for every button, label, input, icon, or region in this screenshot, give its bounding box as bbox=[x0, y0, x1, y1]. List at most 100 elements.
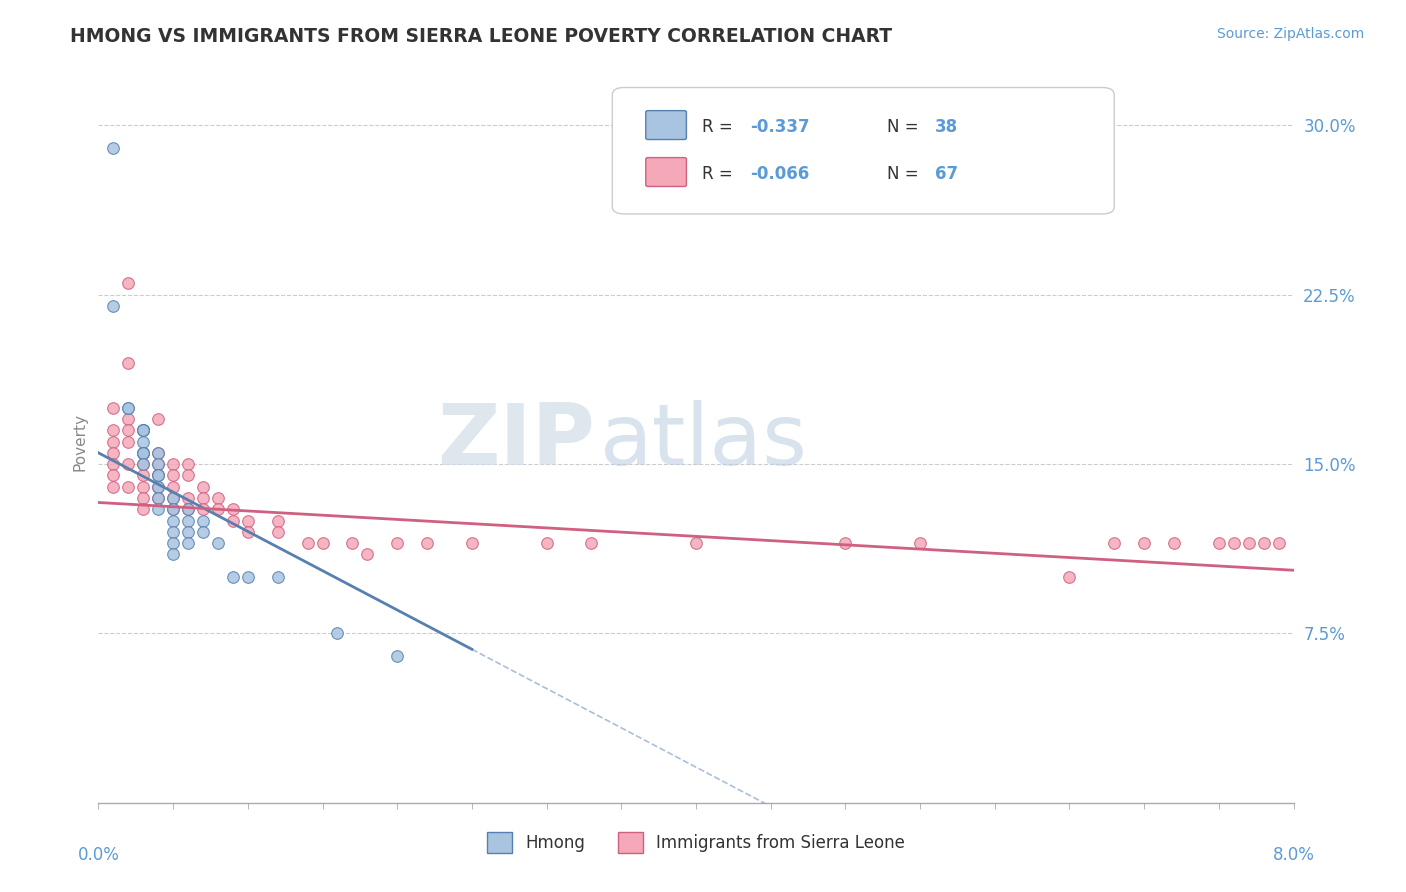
Point bbox=[132, 423, 155, 437]
Point bbox=[148, 480, 170, 494]
Point bbox=[117, 423, 139, 437]
Point bbox=[162, 514, 184, 528]
Point bbox=[385, 648, 409, 663]
Point bbox=[236, 524, 259, 539]
Text: 38: 38 bbox=[935, 119, 957, 136]
Point bbox=[1163, 536, 1185, 550]
Point bbox=[222, 514, 245, 528]
Point bbox=[222, 502, 245, 516]
Point bbox=[162, 491, 184, 505]
Text: ZIP: ZIP bbox=[437, 400, 595, 483]
Point bbox=[177, 536, 200, 550]
Point bbox=[191, 502, 214, 516]
Point bbox=[117, 480, 139, 494]
Point bbox=[236, 514, 259, 528]
Point bbox=[191, 524, 214, 539]
Point bbox=[132, 423, 155, 437]
Point bbox=[103, 299, 125, 313]
Point bbox=[416, 536, 439, 550]
Point bbox=[148, 468, 170, 483]
Point bbox=[177, 514, 200, 528]
Point bbox=[117, 401, 139, 415]
Point bbox=[1059, 570, 1081, 584]
Point bbox=[536, 536, 558, 550]
Point bbox=[132, 468, 155, 483]
Point bbox=[461, 536, 484, 550]
Point bbox=[132, 446, 155, 460]
Point bbox=[117, 277, 139, 291]
Point bbox=[162, 480, 184, 494]
Point bbox=[148, 468, 170, 483]
Point bbox=[103, 423, 125, 437]
Point bbox=[385, 536, 409, 550]
Text: HMONG VS IMMIGRANTS FROM SIERRA LEONE POVERTY CORRELATION CHART: HMONG VS IMMIGRANTS FROM SIERRA LEONE PO… bbox=[70, 27, 893, 45]
Point bbox=[207, 536, 229, 550]
Point bbox=[267, 524, 290, 539]
Point bbox=[1208, 536, 1230, 550]
Point bbox=[148, 491, 170, 505]
Text: Source: ZipAtlas.com: Source: ZipAtlas.com bbox=[1216, 27, 1364, 41]
Point bbox=[326, 626, 349, 640]
Text: R =: R = bbox=[702, 119, 738, 136]
Point bbox=[148, 468, 170, 483]
FancyBboxPatch shape bbox=[645, 158, 686, 186]
Point bbox=[132, 434, 155, 449]
Text: 67: 67 bbox=[935, 165, 957, 183]
Point bbox=[132, 423, 155, 437]
Point bbox=[834, 536, 856, 550]
Point bbox=[132, 446, 155, 460]
Point bbox=[207, 502, 229, 516]
Text: R =: R = bbox=[702, 165, 738, 183]
Text: -0.066: -0.066 bbox=[749, 165, 808, 183]
Point bbox=[177, 457, 200, 471]
Point bbox=[191, 491, 214, 505]
Text: -0.337: -0.337 bbox=[749, 119, 810, 136]
Point bbox=[1133, 536, 1156, 550]
Text: N =: N = bbox=[887, 165, 924, 183]
Point bbox=[162, 468, 184, 483]
Point bbox=[103, 468, 125, 483]
Point bbox=[103, 401, 125, 415]
Text: 0.0%: 0.0% bbox=[77, 847, 120, 864]
Point bbox=[132, 480, 155, 494]
Point bbox=[148, 457, 170, 471]
Point bbox=[267, 514, 290, 528]
Point bbox=[132, 491, 155, 505]
Point bbox=[117, 412, 139, 426]
Point bbox=[162, 548, 184, 562]
Point bbox=[103, 141, 125, 155]
Point bbox=[177, 468, 200, 483]
Point bbox=[236, 570, 259, 584]
Point bbox=[177, 502, 200, 516]
Point bbox=[148, 446, 170, 460]
Point bbox=[191, 514, 214, 528]
Point bbox=[103, 480, 125, 494]
Point bbox=[162, 502, 184, 516]
Point bbox=[148, 412, 170, 426]
Point bbox=[908, 536, 931, 550]
Point bbox=[1253, 536, 1275, 550]
Y-axis label: Poverty: Poverty bbox=[72, 412, 87, 471]
Point bbox=[342, 536, 364, 550]
Point bbox=[132, 502, 155, 516]
Point bbox=[177, 491, 200, 505]
Point bbox=[117, 355, 139, 369]
Point bbox=[132, 457, 155, 471]
Point bbox=[148, 446, 170, 460]
Point bbox=[177, 524, 200, 539]
Point bbox=[117, 434, 139, 449]
Point bbox=[162, 536, 184, 550]
Text: N =: N = bbox=[887, 119, 924, 136]
Point bbox=[356, 548, 378, 562]
Point bbox=[132, 446, 155, 460]
Point bbox=[148, 491, 170, 505]
Point bbox=[103, 434, 125, 449]
Point bbox=[162, 502, 184, 516]
Point bbox=[267, 570, 290, 584]
Point bbox=[1104, 536, 1126, 550]
Point bbox=[132, 423, 155, 437]
Text: 8.0%: 8.0% bbox=[1272, 847, 1315, 864]
Point bbox=[297, 536, 319, 550]
Point bbox=[222, 570, 245, 584]
Point bbox=[117, 457, 139, 471]
